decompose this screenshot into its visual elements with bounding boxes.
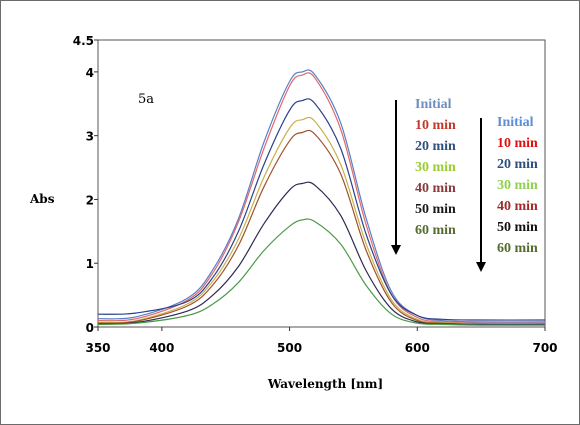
legend-inside-entry: 50 min [415, 202, 456, 217]
y-tick-label: 0 [86, 321, 94, 335]
x-tick-label: 500 [277, 341, 302, 355]
legend-inside-entry: 30 min [415, 160, 456, 175]
series-line [97, 72, 546, 324]
x-axis-title: Wavelength [nm] [267, 377, 383, 391]
legend-inside-entry: 10 min [415, 118, 456, 133]
legend-outside-entry: 30 min [497, 178, 538, 193]
x-tick-label: 700 [532, 341, 557, 355]
series-line [97, 129, 546, 326]
legend-outside-entry: 40 min [497, 199, 538, 214]
series-line [97, 116, 546, 325]
y-tick-label: 4.5 [73, 34, 94, 48]
legend-outside-entry: 20 min [497, 157, 538, 172]
y-tick-label: 3 [86, 130, 94, 144]
legend-inside-entry: 60 min [415, 223, 456, 238]
legend-inside-entry: 20 min [415, 139, 456, 154]
legend-outside-entry: 10 min [497, 136, 538, 151]
series-line [97, 218, 546, 326]
series-line [97, 98, 546, 321]
series-line [97, 69, 546, 323]
legend-inside-entry: Initial [415, 97, 452, 112]
x-tick-label: 600 [405, 341, 430, 355]
legend-inside-entry: 40 min [415, 181, 456, 196]
legend-outside-entry: Initial [497, 115, 534, 130]
plot-area [97, 39, 546, 328]
y-tick-label: 1 [86, 257, 94, 271]
panel-label: 5a [138, 92, 154, 107]
series-line [97, 181, 546, 326]
y-axis-title: Abs [29, 192, 55, 206]
x-tick-label: 400 [149, 341, 174, 355]
legend-outside-entry: 50 min [497, 220, 538, 235]
trend-arrow-head [391, 245, 401, 255]
y-tick-label: 2 [86, 193, 94, 207]
y-tick-label: 4 [86, 66, 94, 80]
x-tick-label: 350 [85, 341, 110, 355]
legend-outside-entry: 60 min [497, 241, 538, 256]
trend-arrow-head [476, 262, 486, 272]
